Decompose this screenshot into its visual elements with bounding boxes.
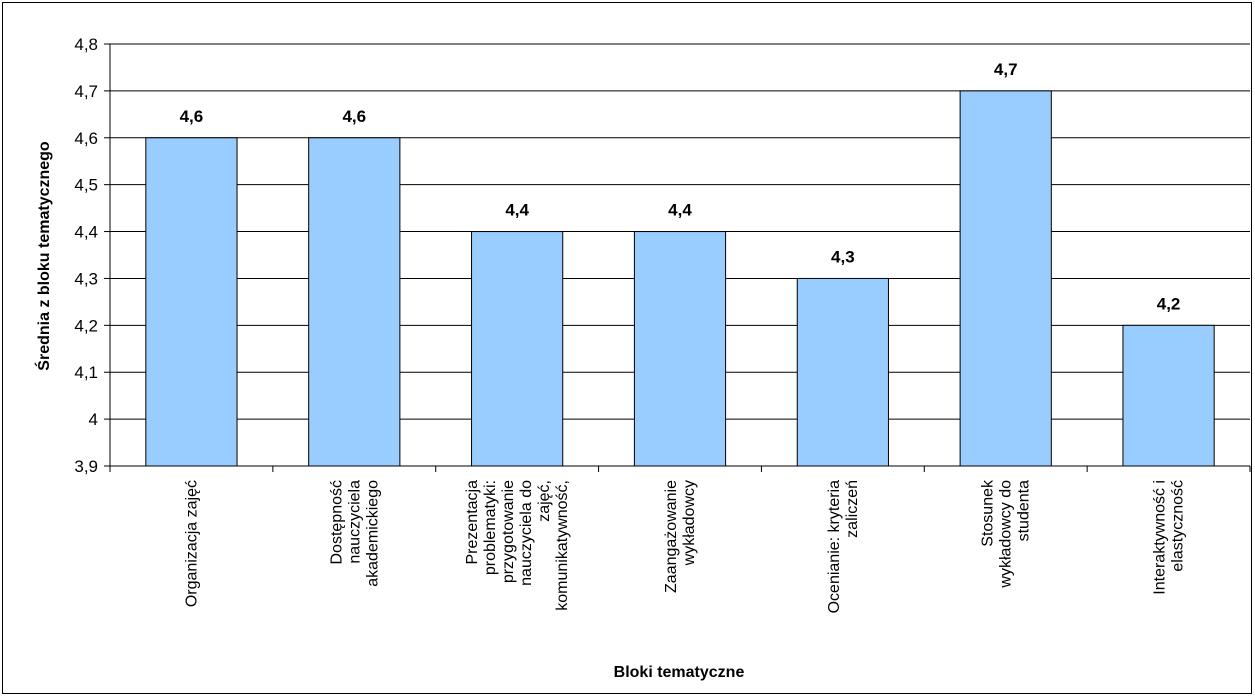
y-tick-labels: 3,9 4 4,1 4,2 4,3 4,4 4,5 4,6 4,7 4,8 [74, 35, 98, 476]
bar [471, 231, 564, 467]
y-tick-label: 3,9 [74, 457, 98, 476]
x-category-label: Zaangażowaniewykładowcy [663, 480, 698, 593]
x-category-label-line: akademickiego [364, 480, 381, 587]
data-labels: 4,6 4,6 4,4 4,4 4,3 4,7 4,2 [180, 60, 1181, 313]
x-category-label: Prezentacjaproblematyki:przygotowanienau… [464, 480, 571, 611]
data-label: 4,7 [994, 60, 1018, 79]
bar-chart: 3,9 4 4,1 4,2 4,3 4,4 4,5 4,6 4,7 4,8 Organizacja… [34, 35, 1251, 681]
bar [308, 137, 401, 467]
data-label: 4,2 [1157, 294, 1181, 313]
y-tick-label: 4,1 [74, 363, 98, 382]
x-category-label-line: wykładowcy do [998, 480, 1015, 589]
x-category-label: Stosunekwykładowcy dostudenta [980, 479, 1033, 589]
bar [1122, 324, 1215, 467]
x-category-label: Interaktywność ielastyczność [1152, 480, 1187, 595]
x-category-label: Dostępnośćnauczycielaakademickiego [328, 480, 381, 587]
bar [796, 277, 889, 467]
x-category-label-line: problematyki: [482, 480, 499, 575]
bar [633, 231, 727, 467]
x-category-label-line: przygotowanie [500, 480, 517, 583]
x-category-label-line: Prezentacja [464, 480, 481, 565]
data-label: 4,6 [180, 107, 204, 126]
y-tick-label: 4,3 [74, 269, 98, 288]
data-label: 4,3 [831, 247, 855, 266]
x-axis-title: Bloki tematyczne [614, 664, 745, 681]
x-category-label-line: zaliczeń [844, 480, 861, 538]
x-category-label: Ocenianie: kryteriazaliczeń [826, 480, 861, 613]
y-tick-label: 4,2 [74, 316, 98, 335]
x-category-label-line: Interaktywność i [1152, 480, 1169, 595]
bar [959, 90, 1052, 467]
x-category-label-line: nauczyciela [346, 480, 363, 564]
x-category-label-line: zajęć, [536, 480, 553, 522]
x-category-label-line: komunikatywność, [554, 480, 571, 611]
y-axis-title: Średnia z bloku tematycznego [34, 141, 53, 371]
y-tick-label: 4,5 [74, 176, 98, 195]
x-category-label-line: elastyczność [1170, 480, 1187, 572]
x-category-label-line: Zaangażowanie [663, 480, 680, 593]
y-tick-label: 4,8 [74, 35, 98, 54]
x-category-label-line: Ocenianie: kryteria [826, 480, 843, 613]
x-category-label-line: Dostępność [328, 480, 345, 565]
bar [145, 137, 238, 467]
axes [104, 43, 1251, 472]
x-category-label-line: nauczyciela do [518, 480, 535, 586]
y-tick-label: 4,4 [74, 223, 98, 242]
x-category-label-line: studenta [1016, 480, 1033, 541]
y-tick-label: 4,6 [74, 129, 98, 148]
x-category-label: Organizacja zajęć [183, 480, 200, 607]
data-label: 4,4 [668, 201, 692, 220]
y-tick-label: 4 [89, 410, 98, 429]
x-category-label-line: Organizacja zajęć [183, 480, 200, 607]
x-category-labels: Organizacja zajęć Dostępnośćnauczycielaak… [183, 479, 1186, 613]
data-label: 4,4 [505, 201, 529, 220]
x-category-label-line: Stosunek [980, 479, 997, 547]
y-tick-label: 4,7 [74, 82, 98, 101]
bar-series [145, 90, 1215, 467]
x-category-label-line: wykładowcy [681, 480, 698, 566]
data-label: 4,6 [342, 107, 366, 126]
